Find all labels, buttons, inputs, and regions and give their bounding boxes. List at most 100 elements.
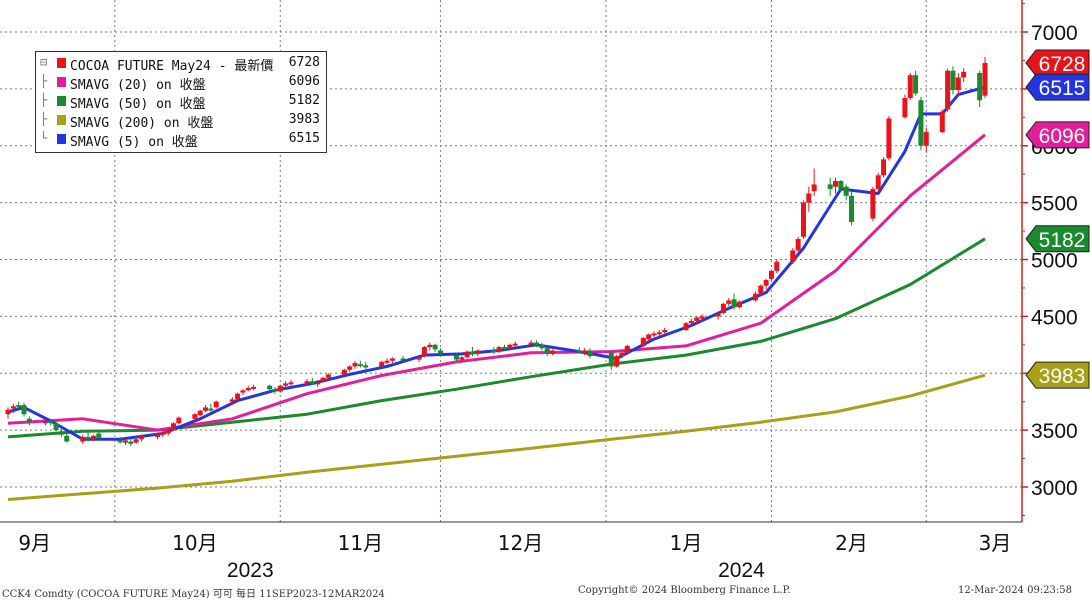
y-tick-label: 3500 bbox=[1031, 420, 1078, 443]
candle-body bbox=[138, 435, 144, 440]
candle-body bbox=[961, 71, 967, 78]
candle-body bbox=[133, 439, 139, 443]
candle-body bbox=[165, 430, 171, 434]
candle-body bbox=[881, 159, 887, 176]
candle-body bbox=[795, 239, 801, 251]
candle-body bbox=[357, 364, 363, 367]
legend-value: 6096 bbox=[288, 74, 320, 89]
candle-body bbox=[235, 393, 241, 400]
candle-body bbox=[875, 175, 881, 189]
candle-body bbox=[283, 383, 289, 386]
candle-body bbox=[80, 436, 86, 442]
legend: ⊟ COCOA FUTURE May24 - 最新價 6728 ├ SMAVG … bbox=[35, 51, 327, 153]
candle-body bbox=[502, 347, 508, 350]
value-tag-badge bbox=[1025, 225, 1090, 253]
y-tick-label: 5000 bbox=[1031, 250, 1078, 273]
candle-body bbox=[475, 350, 481, 354]
candle-body bbox=[614, 356, 620, 367]
candle-body bbox=[582, 350, 588, 353]
candle-body bbox=[171, 423, 177, 431]
legend-swatch bbox=[57, 115, 66, 125]
candle-body bbox=[251, 386, 257, 389]
candle-body bbox=[453, 355, 459, 360]
x-month-label: 12月 bbox=[498, 531, 543, 555]
candle-body bbox=[208, 408, 214, 411]
candle-body bbox=[790, 250, 796, 262]
collapse-icon[interactable]: ⊟ bbox=[40, 55, 48, 69]
tree-branch-icon: └ bbox=[40, 131, 48, 145]
tree-branch-icon: ├ bbox=[40, 74, 48, 88]
candle-body bbox=[96, 433, 102, 439]
candle-body bbox=[768, 270, 774, 279]
candle-body bbox=[800, 202, 806, 237]
candle-body bbox=[176, 417, 182, 424]
candle-body bbox=[752, 293, 758, 301]
candle-body bbox=[902, 97, 908, 118]
candle-body bbox=[427, 344, 433, 348]
value-tag-label: 6728 bbox=[1039, 53, 1086, 76]
candle-body bbox=[918, 100, 924, 146]
candle-body bbox=[288, 382, 294, 385]
candle-body bbox=[849, 195, 855, 222]
candle-body bbox=[950, 70, 956, 91]
candle-body bbox=[651, 333, 657, 336]
candle-body bbox=[939, 111, 945, 133]
candle-body bbox=[977, 72, 983, 101]
candle-body bbox=[608, 352, 614, 367]
legend-item-smavg20: ├ SMAVG (20) on 收盤 6096 bbox=[36, 74, 326, 93]
candle-body bbox=[21, 405, 27, 415]
legend-label: SMAVG (5) on 收盤 bbox=[70, 135, 198, 150]
candle-body bbox=[384, 360, 390, 363]
legend-item-smavg5: └ SMAVG (5) on 收盤 6515 bbox=[36, 131, 326, 150]
candle-body bbox=[694, 317, 700, 321]
candle-body bbox=[154, 433, 160, 437]
series-line-smavg bbox=[7, 373, 986, 501]
candle-body bbox=[507, 344, 513, 349]
candle-body bbox=[715, 314, 721, 317]
candle-body bbox=[688, 320, 694, 324]
candle-body bbox=[512, 343, 518, 346]
candle-body bbox=[10, 406, 16, 409]
candle-body bbox=[827, 184, 833, 189]
candle-body bbox=[736, 301, 742, 308]
candle-body bbox=[117, 440, 123, 443]
candle-body bbox=[416, 357, 422, 360]
legend-label: SMAVG (50) on 收盤 bbox=[70, 97, 206, 112]
candle-body bbox=[379, 361, 385, 367]
legend-label: SMAVG (200) on 收盤 bbox=[70, 116, 214, 131]
value-tag-label: 6096 bbox=[1039, 125, 1086, 148]
candle-body bbox=[806, 193, 812, 203]
value-tag-label: 5182 bbox=[1039, 229, 1086, 252]
candle-body bbox=[320, 377, 326, 382]
candle-body bbox=[464, 351, 470, 358]
value-tag-badge bbox=[1025, 361, 1090, 389]
candle-body bbox=[5, 409, 11, 415]
candle-body bbox=[656, 332, 662, 335]
candle-body bbox=[432, 344, 438, 350]
y-tick-label: 5500 bbox=[1031, 193, 1078, 216]
candle-body bbox=[352, 363, 358, 367]
x-year-label: 2023 bbox=[227, 559, 274, 582]
candle-body bbox=[421, 347, 427, 357]
legend-value: 6515 bbox=[288, 131, 320, 146]
candle-body bbox=[640, 337, 646, 346]
candle-body bbox=[16, 405, 22, 408]
candle-body bbox=[192, 414, 198, 419]
candle-body bbox=[539, 344, 545, 349]
value-tag-label: 3983 bbox=[1039, 365, 1086, 388]
x-month-label: 10月 bbox=[172, 531, 217, 555]
candle-body bbox=[587, 350, 593, 357]
candle-body bbox=[203, 407, 209, 411]
legend-item-smavg50: ├ SMAVG (50) on 收盤 5182 bbox=[36, 93, 326, 112]
candle-body bbox=[982, 62, 988, 96]
candle-body bbox=[48, 421, 54, 424]
legend-label: SMAVG (20) on 收盤 bbox=[70, 78, 206, 93]
candle-body bbox=[389, 358, 395, 361]
legend-value: 3983 bbox=[288, 112, 320, 127]
candle-body bbox=[459, 357, 465, 360]
candle-body bbox=[838, 181, 844, 189]
candle-body bbox=[85, 436, 91, 440]
candle-body bbox=[469, 351, 475, 354]
